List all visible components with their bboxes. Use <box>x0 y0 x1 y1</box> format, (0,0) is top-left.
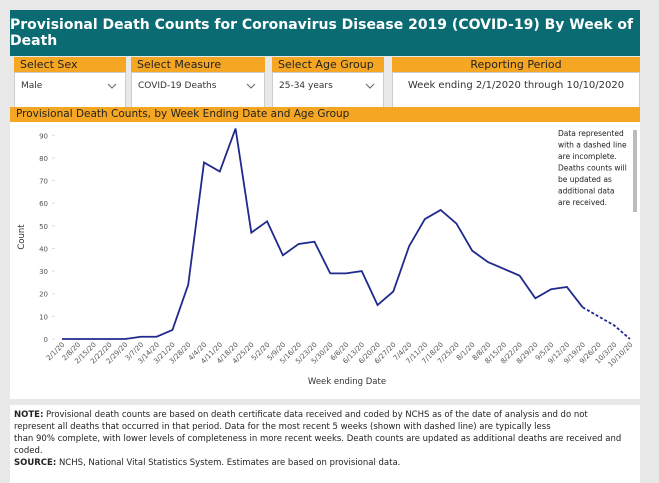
line <box>582 306 631 340</box>
chevron <box>246 83 256 89</box>
annotation: Deaths counts will <box>558 164 627 173</box>
chart-title: Provisional Death Counts, by Week Ending… <box>10 107 640 122</box>
dropdown-value: 25-34 years <box>279 81 333 91</box>
annotation: Data represented <box>558 129 624 138</box>
y-axis-label: Count <box>17 224 27 250</box>
y-tick-label: 20 <box>39 291 48 299</box>
y-tick-label: 50 <box>39 223 48 231</box>
note-label: NOTE: <box>14 410 44 420</box>
chart: 01020304050607080902/1/202/8/202/15/202/… <box>17 128 637 387</box>
annotation: additional data <box>558 187 615 196</box>
annotation: are incomplete. <box>558 152 617 161</box>
y-tick-label: 0 <box>44 336 48 344</box>
y-tick-label: 60 <box>39 200 48 208</box>
y-tick-label: 80 <box>39 155 48 163</box>
note: NOTE: Provisional death counts are based… <box>14 409 636 457</box>
notes: NOTE: Provisional death counts are based… <box>10 405 640 483</box>
line <box>62 128 584 340</box>
y-tick-label: 40 <box>39 245 48 253</box>
note: SOURCE: NCHS, National Vital Statistics … <box>14 457 636 469</box>
chevron <box>107 83 117 89</box>
y-tick-label: 10 <box>39 313 48 321</box>
filter-label: Select Measure <box>131 57 265 72</box>
y-tick-label: 90 <box>39 132 48 140</box>
annotation: are received. <box>558 198 607 207</box>
note-text: coded. <box>14 446 43 456</box>
note-text: Provisional death counts are based on de… <box>43 410 588 420</box>
y-tick-label: 70 <box>39 178 48 186</box>
note-label: SOURCE: <box>14 458 57 468</box>
dashboard-title: Provisional Death Counts for Coronavirus… <box>10 10 640 56</box>
dropdown-value: Male <box>21 81 43 91</box>
scrollbar <box>633 130 637 212</box>
note-text: NCHS, National Vital Statistics System. … <box>56 458 401 468</box>
y-tick-label: 30 <box>39 268 48 276</box>
chart-panel: Provisional Death Counts, by Week Ending… <box>10 107 640 399</box>
dropdown-value: COVID-19 Deaths <box>138 81 217 91</box>
annotation: be updated as <box>558 175 612 184</box>
x-axis-label: Week ending Date <box>308 377 386 387</box>
chevron <box>365 83 375 89</box>
filter-label: Select Age Group <box>272 57 384 72</box>
note-text: than 90% complete, with lower levels of … <box>14 434 622 444</box>
annotation: with a dashed line <box>558 141 627 150</box>
filter-label: Select Sex <box>14 57 126 72</box>
note-text: represent all deaths that occurred in th… <box>14 422 551 432</box>
period-label: Reporting Period <box>392 57 640 72</box>
